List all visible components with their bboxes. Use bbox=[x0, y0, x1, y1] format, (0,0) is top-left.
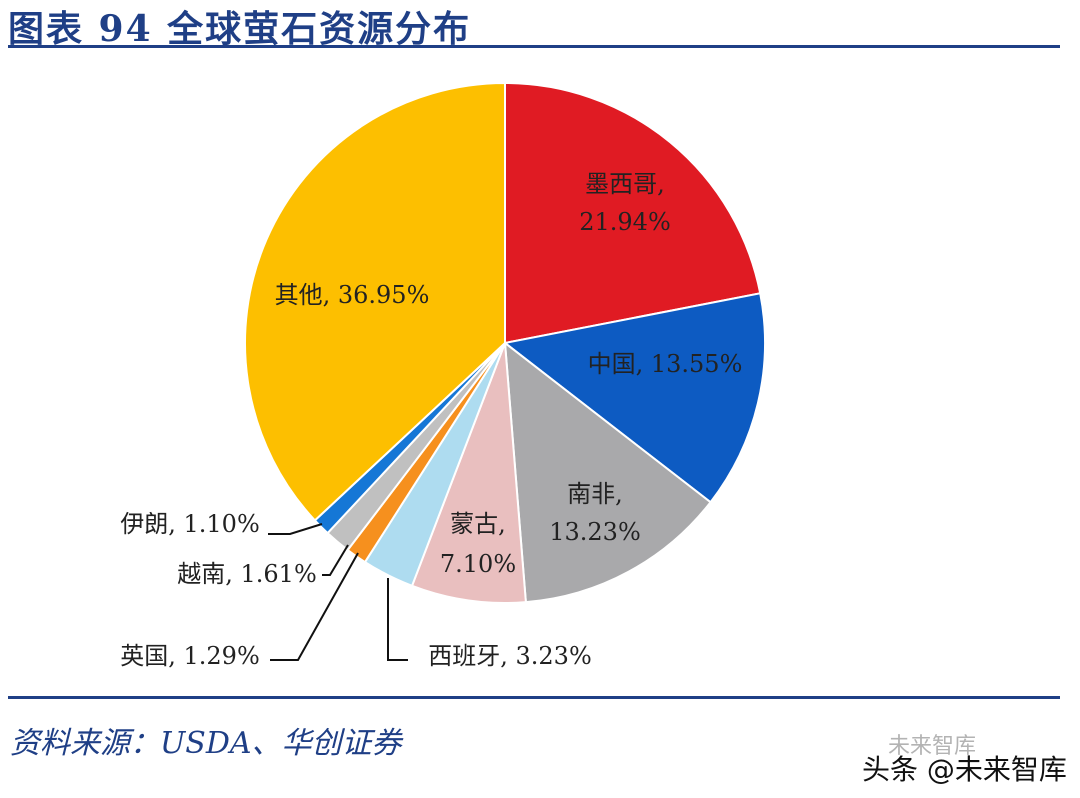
leader-line-7 bbox=[322, 544, 349, 576]
slice-label-9: 其他, 36.95% bbox=[275, 281, 430, 309]
source-note: 资料来源：USDA、华创证券 bbox=[10, 726, 402, 761]
leader-line-6 bbox=[270, 552, 359, 661]
bottom-divider bbox=[8, 696, 1060, 699]
pie-slice-9 bbox=[244, 81, 506, 522]
slice-label-7: 越南, 1.61% bbox=[177, 560, 317, 588]
slice-label-name-4: 蒙古, bbox=[450, 510, 506, 538]
slice-label-value-1: 21.94% bbox=[579, 208, 671, 236]
pie-chart: 墨西哥, 21.94% 中国, 13.55% 南非, 13.23% 蒙古, 7.10% 西班牙… bbox=[120, 81, 766, 670]
leader-line-5 bbox=[387, 578, 408, 661]
pie-slice-4 bbox=[410, 342, 527, 604]
watermark: 头条 @未来智库 bbox=[862, 753, 1067, 786]
slice-label-8: 伊朗, 1.10% bbox=[120, 510, 260, 538]
leader-line-8 bbox=[268, 523, 323, 535]
pie-slice-2 bbox=[502, 292, 766, 504]
slice-label-6: 英国, 1.29% bbox=[120, 642, 260, 670]
page-title: 图表 94 全球萤石资源分布 bbox=[8, 8, 472, 50]
slice-label-5: 西班牙, 3.23% bbox=[428, 642, 592, 670]
slice-label-name-3: 南非, bbox=[567, 480, 623, 508]
slice-label-value-3: 13.23% bbox=[549, 518, 641, 546]
slice-label-2: 中国, 13.55% bbox=[588, 350, 743, 378]
pie-slice-1 bbox=[504, 81, 762, 345]
watermark-logo: 未来智库 bbox=[888, 734, 977, 759]
slice-label-name-1: 墨西哥, bbox=[585, 170, 665, 198]
pie-slice-3 bbox=[503, 340, 712, 604]
slice-label-value-4: 7.10% bbox=[440, 550, 516, 578]
top-divider bbox=[8, 45, 1060, 48]
